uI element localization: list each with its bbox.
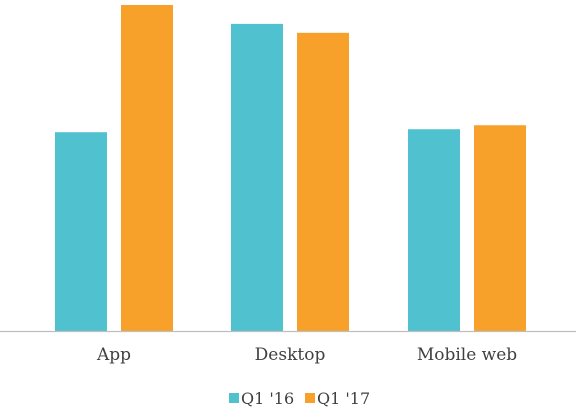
- bar-desktop-series-1: [231, 23, 283, 331]
- legend-swatch-series-2: [305, 393, 315, 403]
- legend: Q1 '16 Q1 '17: [229, 389, 370, 408]
- bar-app-series-1: [55, 132, 107, 331]
- bars-group: [55, 4, 526, 332]
- bar-desktop-series-2: [297, 32, 349, 332]
- x-tick-label: Desktop: [255, 345, 326, 365]
- x-tick-labels: App Desktop Mobile web: [96, 345, 517, 365]
- legend-label-series-2: Q1 '17: [317, 389, 370, 408]
- legend-swatch-series-1: [229, 393, 239, 403]
- bar-mobile-web-series-2: [474, 125, 526, 331]
- bar-mobile-web-series-1: [408, 129, 460, 331]
- x-tick-label: Mobile web: [417, 345, 517, 365]
- legend-label-series-1: Q1 '16: [241, 389, 294, 408]
- x-tick-label: App: [96, 345, 131, 365]
- bar-app-series-2: [121, 4, 173, 331]
